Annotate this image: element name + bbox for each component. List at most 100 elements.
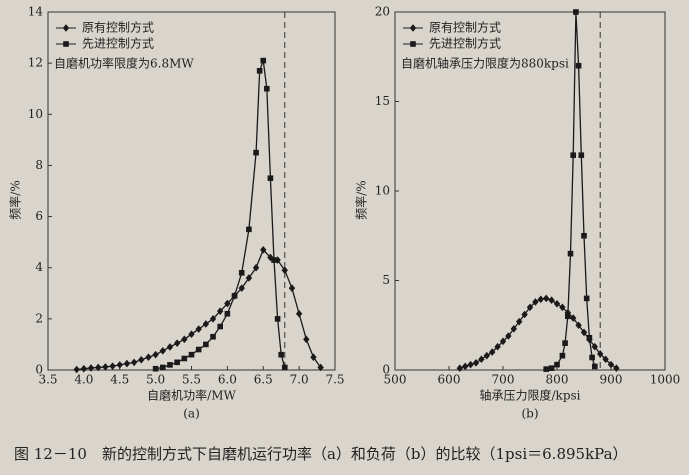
y-tick-label: 10 — [28, 107, 43, 121]
marker — [195, 346, 202, 353]
marker — [532, 298, 539, 306]
y-tick-label: 2 — [35, 311, 43, 325]
marker — [565, 313, 571, 320]
x-tick-label: 5.0 — [146, 373, 165, 387]
marker — [494, 342, 501, 351]
y-axis-label: 频率/% — [8, 180, 23, 219]
marker — [591, 342, 598, 351]
marker — [256, 68, 263, 74]
marker — [138, 355, 145, 364]
marker — [288, 284, 296, 292]
marker — [581, 232, 587, 239]
marker — [209, 315, 217, 323]
x-tick-label: 800 — [546, 373, 569, 387]
x-tick-label: 900 — [600, 373, 623, 387]
marker — [152, 350, 159, 359]
marker — [472, 359, 480, 367]
marker — [543, 294, 550, 303]
marker — [202, 320, 210, 328]
legend-marker — [62, 24, 70, 32]
marker — [281, 266, 288, 275]
legend-label: 先进控制方式 — [429, 36, 501, 51]
marker — [559, 303, 566, 312]
x-tick-label: 500 — [384, 373, 407, 387]
marker — [271, 257, 277, 263]
x-tick-label: 4.0 — [74, 373, 93, 387]
marker — [274, 316, 281, 322]
marker — [310, 353, 317, 362]
y-tick-label: 0 — [382, 363, 390, 377]
marker — [245, 274, 253, 282]
marker — [573, 9, 579, 15]
annotation: 自磨机轴承压力限度为880kpsi — [401, 56, 569, 71]
marker — [87, 364, 95, 372]
marker — [567, 250, 574, 257]
legend-marker — [410, 41, 416, 47]
marker — [548, 296, 555, 304]
marker — [174, 359, 180, 366]
marker — [203, 341, 209, 348]
marker — [152, 365, 159, 372]
marker — [516, 317, 523, 326]
legend-label: 原有控制方式 — [429, 20, 501, 35]
marker — [583, 295, 590, 302]
marker — [166, 343, 174, 351]
marker — [224, 310, 231, 317]
x-tick-label: 5.5 — [182, 373, 201, 387]
series-line — [155, 60, 286, 370]
marker — [589, 354, 595, 361]
marker — [73, 365, 80, 374]
marker — [613, 364, 620, 373]
legend-label: 先进控制方式 — [82, 36, 154, 51]
marker — [188, 351, 195, 358]
x-tick-label: 6.5 — [254, 373, 273, 387]
marker — [264, 85, 270, 92]
marker — [580, 328, 588, 337]
x-tick-label: 700 — [492, 373, 515, 387]
marker — [260, 57, 267, 64]
panel-label: (a) — [183, 407, 200, 421]
marker — [537, 295, 544, 304]
x-axis-label: 自磨机功率/MW — [147, 388, 236, 403]
x-tick-label: 1000 — [650, 373, 681, 387]
y-tick-label: 4 — [35, 260, 43, 274]
marker — [597, 350, 604, 358]
y-tick-label: 5 — [382, 273, 390, 287]
y-tick-label: 8 — [35, 158, 43, 172]
marker — [570, 152, 576, 158]
marker — [548, 365, 555, 372]
marker — [499, 337, 507, 346]
marker — [303, 335, 310, 344]
y-tick-label: 12 — [28, 56, 43, 70]
marker — [554, 361, 560, 368]
legend-marker — [409, 24, 417, 32]
marker — [553, 299, 561, 308]
y-tick-label: 15 — [375, 94, 390, 108]
y-tick-label: 14 — [28, 5, 44, 19]
marker — [578, 152, 585, 158]
marker — [543, 366, 549, 372]
marker — [210, 333, 216, 340]
x-tick-label: 7.5 — [325, 373, 344, 387]
marker — [102, 363, 109, 371]
marker — [195, 325, 202, 333]
x-tick-label: 6.0 — [218, 373, 237, 387]
marker — [160, 364, 166, 371]
marker — [602, 355, 609, 364]
y-tick-label: 0 — [35, 363, 43, 377]
marker — [505, 332, 512, 340]
panel-label: (b) — [521, 407, 538, 421]
x-tick-label: 3.5 — [38, 373, 57, 387]
marker — [456, 364, 463, 373]
marker — [526, 303, 534, 312]
marker — [217, 307, 224, 315]
y-tick-label: 10 — [375, 184, 390, 198]
marker — [123, 359, 131, 368]
annotation: 自磨机功率限度为6.8MW — [54, 56, 194, 71]
y-tick-label: 20 — [375, 5, 390, 19]
x-tick-label: 600 — [438, 373, 461, 387]
marker — [95, 363, 102, 372]
marker — [167, 362, 173, 368]
marker — [510, 325, 517, 333]
marker — [109, 362, 116, 370]
